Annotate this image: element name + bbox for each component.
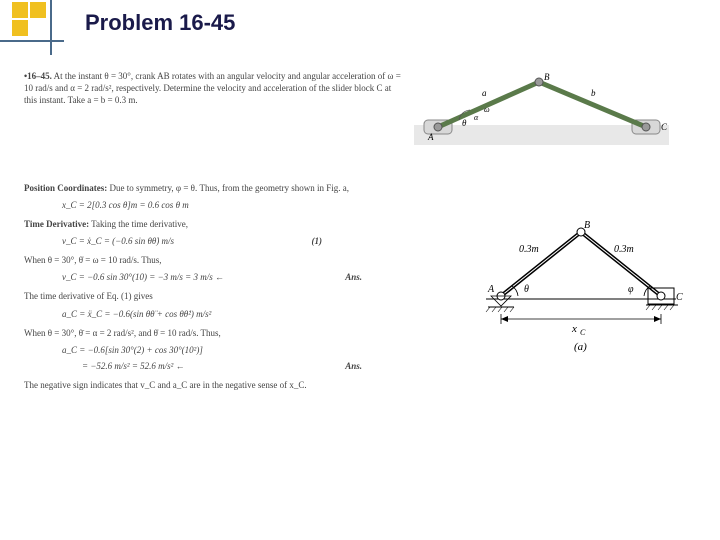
equation: v_C = ẋ_C = (−0.6 sin θθ̇) m/s(1): [62, 236, 422, 246]
figure-1: A B C a b θ ω α: [414, 70, 669, 152]
yellow-square: [12, 20, 28, 36]
svg-text:B: B: [544, 72, 550, 82]
answer-label: Ans.: [345, 272, 362, 282]
equation: a_C = ẍ_C = −0.6(sin θθ̈ + cos θθ̇²) m/s…: [62, 309, 422, 319]
blue-line: [50, 0, 52, 55]
svg-text:0.3m: 0.3m: [519, 244, 539, 255]
corner-decoration: [0, 0, 55, 55]
svg-text:b: b: [591, 88, 596, 98]
svg-text:(a): (a): [574, 341, 587, 353]
section-heading: Time Derivative:: [24, 219, 89, 229]
problem-row: •16–45. At the instant θ = 30°, crank AB…: [24, 70, 696, 152]
blue-line: [0, 40, 64, 42]
section-text: Taking the time derivative,: [91, 219, 188, 229]
solution-line: The time derivative of Eq. (1) gives: [24, 290, 422, 302]
svg-text:A: A: [427, 132, 434, 142]
section-text: Due to symmetry, φ = θ. Thus, from the g…: [110, 183, 349, 193]
svg-text:C: C: [661, 122, 668, 132]
figure-2: A B C θ φ 0.3m 0.3m xC (a): [466, 204, 696, 356]
section-heading: Position Coordinates:: [24, 183, 107, 193]
svg-text:x: x: [571, 323, 577, 335]
solution-line: When θ = 30°, θ̇ = ω = 10 rad/s. Thus,: [24, 254, 422, 266]
svg-text:ω: ω: [484, 105, 490, 114]
problem-statement: •16–45. At the instant θ = 30°, crank AB…: [24, 70, 402, 106]
yellow-square: [30, 2, 46, 18]
svg-text:B: B: [584, 220, 590, 231]
equation: x_C = 2[0.3 cos θ]m = 0.6 cos θ m: [62, 200, 422, 210]
content-area: •16–45. At the instant θ = 30°, crank AB…: [24, 70, 696, 391]
yellow-square: [12, 2, 28, 18]
problem-text: At the instant θ = 30°, crank AB rotates…: [24, 71, 401, 105]
equation: = −52.6 m/s² = 52.6 m/s² ←Ans.: [82, 361, 422, 371]
svg-text:a: a: [482, 88, 487, 98]
equation: v_C = −0.6 sin 30°(10) = −3 m/s = 3 m/s …: [62, 272, 422, 282]
svg-text:α: α: [474, 113, 479, 122]
svg-text:0.3m: 0.3m: [614, 244, 634, 255]
svg-text:A: A: [487, 284, 495, 295]
solution-line: When θ = 30°, θ̈ = α = 2 rad/s², and θ̇ …: [24, 327, 422, 339]
page-title: Problem 16-45: [85, 10, 235, 36]
svg-text:φ: φ: [628, 284, 634, 295]
svg-text:C: C: [580, 328, 586, 337]
svg-text:θ: θ: [462, 118, 467, 128]
answer-label: Ans.: [345, 361, 362, 371]
equation: a_C = −0.6[sin 30°(2) + cos 30°(10²)]: [62, 345, 422, 355]
solution-line: The negative sign indicates that v_C and…: [24, 379, 422, 391]
equation-number: (1): [312, 236, 323, 246]
problem-number: •16–45.: [24, 71, 52, 81]
solution-text: Position Coordinates: Due to symmetry, φ…: [24, 174, 422, 391]
svg-text:C: C: [676, 292, 683, 303]
svg-text:θ: θ: [524, 284, 529, 295]
